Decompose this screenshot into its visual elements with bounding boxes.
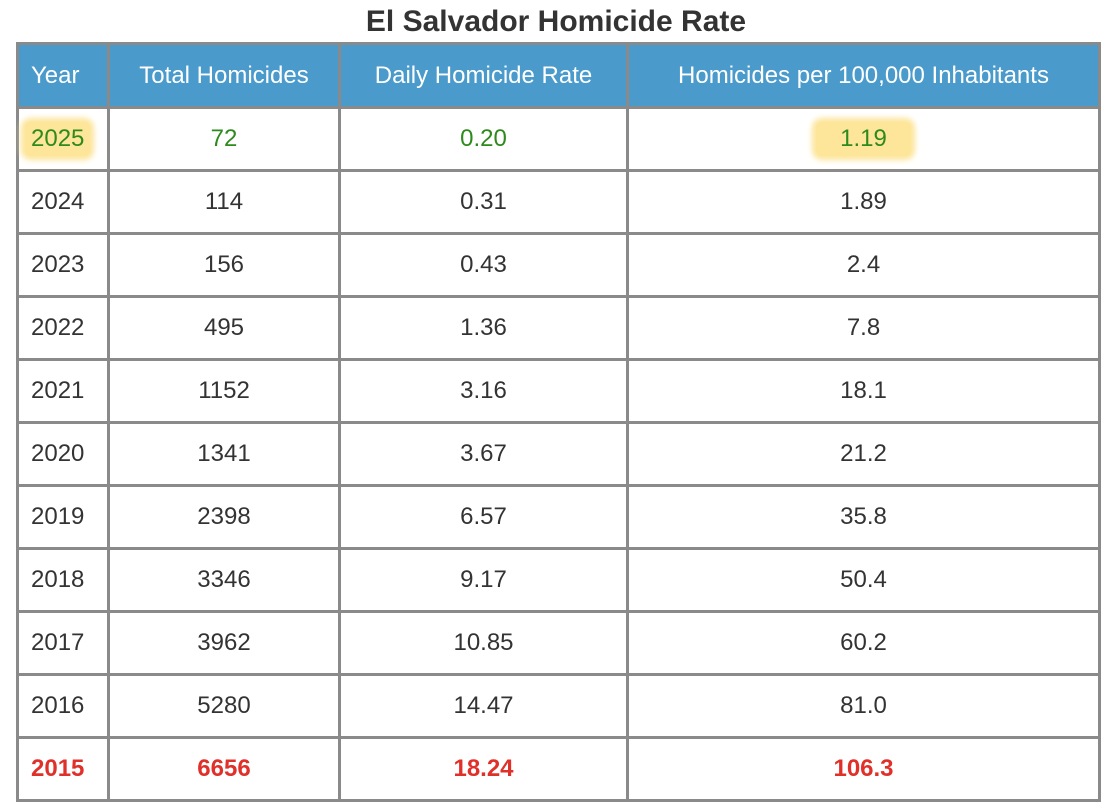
year-cell: 2020 [16,421,110,487]
daily-rate-cell: 0.43 [338,232,629,298]
table-row: 2015 6656 18.24 106.3 [16,736,1101,802]
total-homicides-cell: 2398 [107,484,341,550]
year-cell: 2016 [16,673,110,739]
total-homicides-cell: 1341 [107,421,341,487]
total-homicides-cell: 72 [107,106,341,172]
daily-rate-cell: 3.67 [338,421,629,487]
year-cell: 2025 [16,106,110,172]
homicide-rate-table: Year Total Homicides Daily Homicide Rate… [16,42,1101,802]
per-100k-cell: 35.8 [626,484,1101,550]
total-homicides-cell: 5280 [107,673,341,739]
table-row: 2025 72 0.20 1.19 [16,106,1101,172]
column-header-year: Year [16,42,110,109]
per-100k-cell: 21.2 [626,421,1101,487]
per-100k-cell: 106.3 [626,736,1101,802]
daily-rate-cell: 10.85 [338,610,629,676]
year-cell: 2019 [16,484,110,550]
daily-rate-cell: 0.20 [338,106,629,172]
per-100k-cell: 7.8 [626,295,1101,361]
table-row: 2017 3962 10.85 60.2 [16,610,1101,676]
table-title: El Salvador Homicide Rate [365,5,747,38]
daily-rate-cell: 6.57 [338,484,629,550]
daily-rate-cell: 3.16 [338,358,629,424]
year-cell: 2017 [16,610,110,676]
daily-rate-cell: 18.24 [338,736,629,802]
total-homicides-cell: 3346 [107,547,341,613]
table-row: 2021 1152 3.16 18.1 [16,358,1101,424]
table-row: 2016 5280 14.47 81.0 [16,673,1101,739]
column-header-per-100k: Homicides per 100,000 Inhabitants [626,42,1101,109]
per-100k-cell: 81.0 [626,673,1101,739]
header-row: Year Total Homicides Daily Homicide Rate… [16,42,1101,109]
table-row: 2023 156 0.43 2.4 [16,232,1101,298]
table-row: 2018 3346 9.17 50.4 [16,547,1101,613]
total-homicides-cell: 3962 [107,610,341,676]
daily-rate-cell: 0.31 [338,169,629,235]
per-100k-cell: 50.4 [626,547,1101,613]
column-header-total-homicides: Total Homicides [107,42,341,109]
daily-rate-cell: 9.17 [338,547,629,613]
year-cell: 2024 [16,169,110,235]
total-homicides-cell: 156 [107,232,341,298]
highlighted-rate: 1.19 [816,122,911,156]
daily-rate-cell: 14.47 [338,673,629,739]
column-header-daily-rate: Daily Homicide Rate [338,42,629,109]
daily-rate-cell: 1.36 [338,295,629,361]
year-cell: 2022 [16,295,110,361]
table-row: 2022 495 1.36 7.8 [16,295,1101,361]
year-cell: 2015 [16,736,110,802]
per-100k-cell: 2.4 [626,232,1101,298]
per-100k-cell: 60.2 [626,610,1101,676]
per-100k-cell: 18.1 [626,358,1101,424]
highlighted-year: 2025 [25,122,91,156]
year-cell: 2021 [16,358,110,424]
total-homicides-cell: 1152 [107,358,341,424]
total-homicides-cell: 114 [107,169,341,235]
year-cell: 2018 [16,547,110,613]
total-homicides-cell: 495 [107,295,341,361]
total-homicides-cell: 6656 [107,736,341,802]
year-cell: 2023 [16,232,110,298]
table-row: 2024 114 0.31 1.89 [16,169,1101,235]
per-100k-cell: 1.89 [626,169,1101,235]
table-row: 2020 1341 3.67 21.2 [16,421,1101,487]
per-100k-cell: 1.19 [626,106,1101,172]
table-row: 2019 2398 6.57 35.8 [16,484,1101,550]
